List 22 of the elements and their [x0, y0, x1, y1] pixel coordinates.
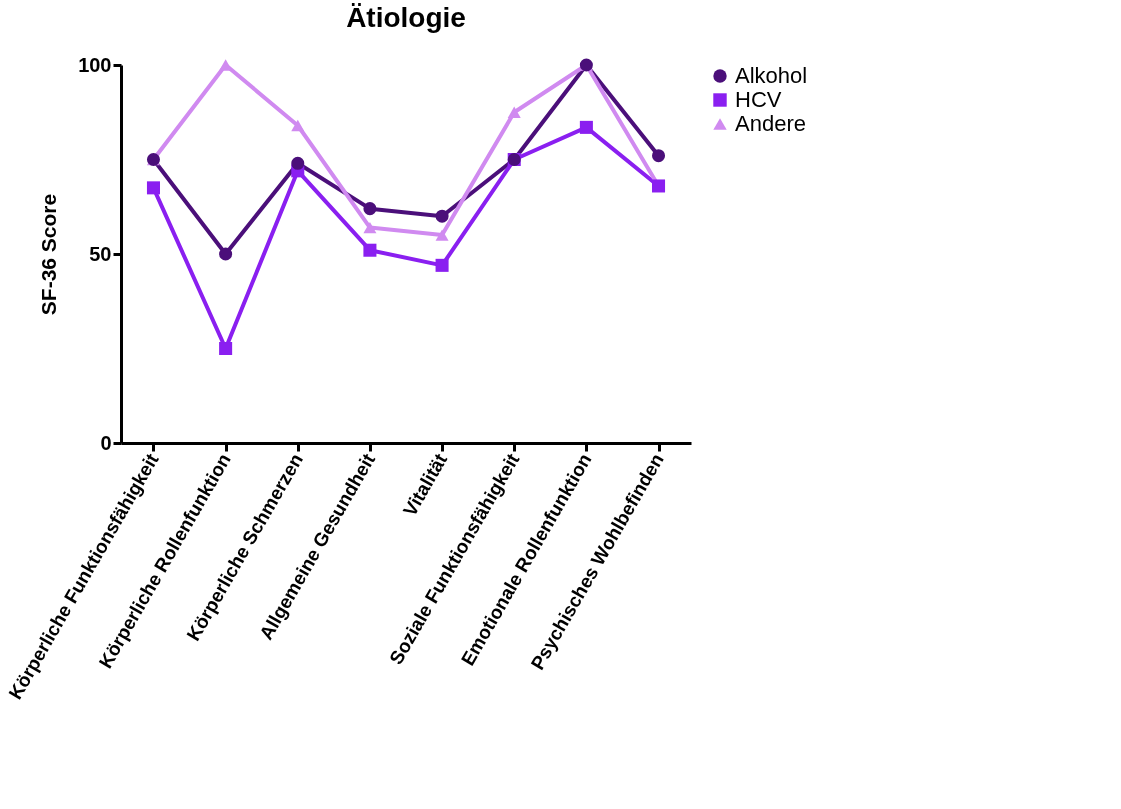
point — [363, 202, 377, 216]
legend-label: Andere — [735, 111, 806, 136]
legend-label: HCV — [735, 87, 782, 112]
point — [291, 119, 305, 132]
y-tick-label: 100 — [78, 53, 112, 76]
point — [363, 221, 377, 234]
point — [146, 181, 160, 195]
point — [219, 341, 233, 356]
chart-title: Ätiologie — [346, 2, 466, 33]
point — [291, 156, 305, 170]
y-tick-label: 0 — [100, 431, 112, 454]
point — [507, 106, 521, 118]
point — [219, 247, 233, 261]
point — [652, 149, 666, 163]
y-tick-label: 50 — [89, 242, 112, 265]
point — [435, 258, 449, 272]
y-axis-title: SF-36 Score — [37, 193, 61, 316]
point — [579, 120, 593, 134]
legend-label: Alkohol — [735, 63, 808, 88]
point — [363, 243, 377, 257]
point — [435, 209, 449, 223]
point — [435, 229, 449, 241]
